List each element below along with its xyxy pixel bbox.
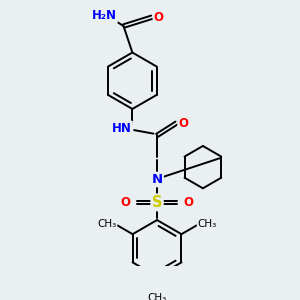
Text: S: S — [152, 195, 162, 210]
Text: CH₃: CH₃ — [97, 219, 116, 229]
Text: O: O — [120, 196, 130, 209]
Text: O: O — [154, 11, 164, 24]
Text: CH₃: CH₃ — [198, 219, 217, 229]
Text: O: O — [184, 196, 194, 209]
Text: HN: HN — [112, 122, 132, 135]
Text: CH₃: CH₃ — [147, 292, 167, 300]
Text: H₂N: H₂N — [92, 9, 117, 22]
Text: O: O — [178, 117, 188, 130]
Text: N: N — [152, 173, 163, 186]
